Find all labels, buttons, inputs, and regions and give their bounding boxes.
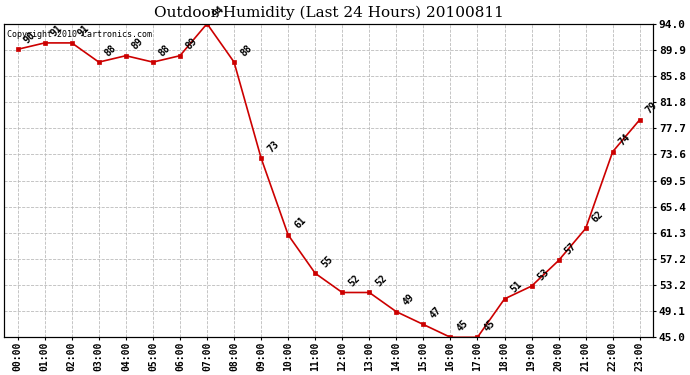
- Text: Copyright 2010 Cartronics.com: Copyright 2010 Cartronics.com: [8, 30, 152, 39]
- Text: 91: 91: [49, 23, 64, 39]
- Text: 91: 91: [76, 23, 91, 39]
- Text: 52: 52: [346, 273, 362, 288]
- Text: 57: 57: [563, 241, 578, 256]
- Text: 53: 53: [535, 267, 551, 282]
- Text: 74: 74: [617, 132, 632, 147]
- Text: 47: 47: [428, 305, 443, 320]
- Text: 62: 62: [590, 209, 605, 224]
- Text: 55: 55: [319, 254, 335, 269]
- Text: 89: 89: [184, 36, 199, 51]
- Text: 89: 89: [130, 36, 146, 51]
- Text: 45: 45: [455, 318, 470, 333]
- Text: 45: 45: [482, 318, 497, 333]
- Text: 61: 61: [293, 215, 308, 231]
- Text: 90: 90: [22, 30, 37, 45]
- Text: 79: 79: [644, 100, 660, 116]
- Text: 49: 49: [400, 292, 416, 308]
- Text: 94: 94: [211, 4, 226, 20]
- Text: 52: 52: [373, 273, 389, 288]
- Text: 88: 88: [103, 43, 119, 58]
- Text: 73: 73: [265, 138, 281, 154]
- Text: 88: 88: [157, 43, 172, 58]
- Title: Outdoor Humidity (Last 24 Hours) 20100811: Outdoor Humidity (Last 24 Hours) 2010081…: [154, 5, 504, 20]
- Text: 88: 88: [238, 43, 254, 58]
- Text: 51: 51: [509, 279, 524, 295]
